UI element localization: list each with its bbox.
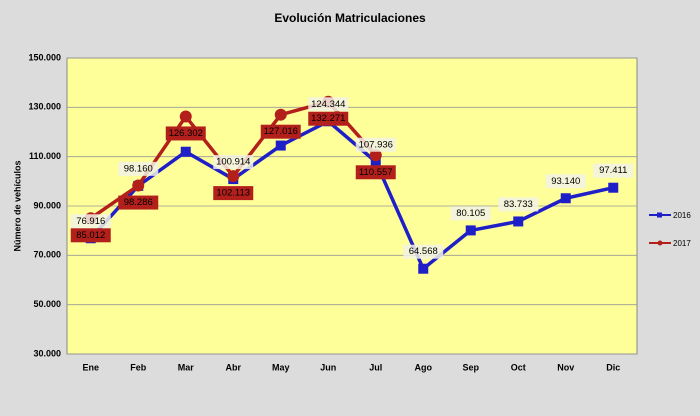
y-tick-label: 110.000 — [29, 151, 61, 161]
marker — [465, 225, 476, 236]
legend-label: 2016 — [673, 211, 691, 220]
marker — [227, 170, 240, 183]
marker — [370, 156, 381, 167]
label-box — [70, 228, 111, 243]
data-label: 100.914 — [216, 157, 250, 168]
x-tick-label: Mar — [178, 362, 195, 372]
x-tick-label: Oct — [511, 362, 526, 372]
marker — [274, 108, 287, 121]
label-box — [213, 155, 254, 170]
x-tick-label: Abr — [226, 362, 242, 372]
label-box — [260, 124, 301, 139]
data-label: 85.012 — [76, 230, 105, 241]
label-box — [403, 244, 444, 259]
x-tick-label: Nov — [557, 362, 574, 372]
marker — [560, 193, 571, 204]
data-label: 124.344 — [311, 99, 345, 110]
legend-label: 2017 — [673, 239, 691, 248]
x-tick-label: Jul — [369, 362, 382, 372]
data-label: 80.105 — [456, 208, 485, 219]
x-tick-label: May — [272, 362, 290, 372]
y-tick-label: 150.000 — [28, 52, 61, 62]
label-box — [498, 197, 539, 212]
label-box — [213, 186, 254, 201]
data-label: 126.302 — [169, 128, 203, 139]
data-label: 102.113 — [216, 188, 250, 199]
data-label: 110.557 — [359, 167, 393, 178]
data-label: 93.140 — [551, 176, 580, 187]
marker — [180, 146, 191, 157]
marker — [418, 263, 429, 274]
data-label: 76.916 — [76, 216, 105, 227]
label-box — [118, 161, 159, 176]
x-tick-label: Jun — [320, 362, 336, 372]
marker — [369, 149, 382, 162]
data-label: 107.936 — [359, 139, 393, 150]
label-box — [308, 111, 349, 126]
data-label: 98.286 — [124, 197, 153, 208]
label-box — [70, 214, 111, 229]
marker — [608, 182, 619, 193]
y-tick-label: 30.000 — [33, 348, 61, 358]
x-tick-label: Sep — [462, 362, 479, 372]
label-box — [355, 165, 396, 180]
data-label: 132.271 — [311, 113, 345, 124]
data-label: 97.411 — [599, 165, 627, 176]
data-label: 98.160 — [124, 163, 153, 174]
marker — [275, 140, 286, 151]
marker — [132, 179, 145, 192]
y-tick-label: 130.000 — [28, 102, 61, 112]
label-box — [545, 174, 586, 189]
y-tick-label: 50.000 — [33, 299, 61, 309]
x-tick-label: Feb — [130, 362, 147, 372]
data-label: 83.733 — [504, 199, 533, 210]
label-box — [450, 206, 491, 221]
label-box — [308, 97, 349, 112]
legend-marker — [657, 212, 662, 218]
legend-marker — [657, 240, 663, 246]
data-label: 127.016 — [264, 126, 298, 137]
label-box — [593, 163, 634, 178]
x-tick-label: Ene — [82, 362, 99, 372]
x-tick-label: Ago — [415, 362, 433, 372]
label-box — [355, 137, 396, 152]
series-line — [89, 119, 614, 271]
marker — [179, 110, 192, 123]
y-axis-title: Número de vehículos — [12, 160, 22, 251]
data-label: 64.568 — [409, 246, 438, 257]
y-tick-label: 90.000 — [33, 200, 61, 210]
y-tick-label: 70.000 — [33, 250, 61, 260]
label-box — [118, 195, 159, 210]
label-box — [165, 126, 206, 141]
chart-title: Evolución Matriculaciones — [274, 11, 426, 25]
x-tick-label: Dic — [606, 362, 620, 372]
marker — [513, 216, 524, 227]
